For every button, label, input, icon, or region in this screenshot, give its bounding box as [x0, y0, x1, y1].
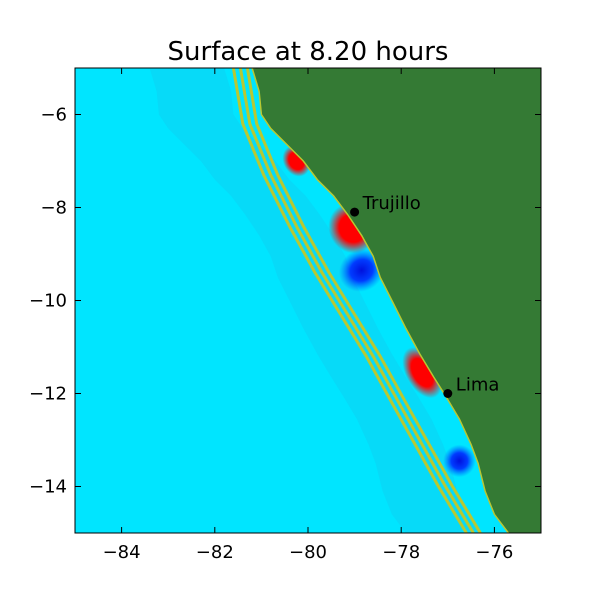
y-tick-label: −10: [29, 291, 67, 312]
city-label-lima: Lima: [456, 375, 500, 396]
y-tick-label: −8: [40, 198, 67, 219]
city-label-trujillo: Trujillo: [362, 193, 421, 214]
plot-area: [75, 68, 541, 533]
ocean-shade-band: [149, 68, 481, 533]
x-tick-label: −76: [475, 542, 513, 563]
y-tick-label: −14: [29, 477, 67, 498]
y-axis: −6 −8 −10 −12 −14: [29, 105, 541, 498]
negative-anomaly-5: [443, 444, 476, 478]
city-marker-trujillo: [350, 207, 360, 217]
x-tick-label: −82: [196, 542, 234, 563]
shelf-contour-3: [245, 68, 482, 533]
chart-title: Surface at 8.20 hours: [168, 37, 449, 67]
city-marker-lima: [443, 389, 453, 398]
shelf-contour-1: [231, 68, 468, 533]
x-axis: −84 −82 −80 −78 −76: [103, 68, 513, 563]
ocean-shading: [149, 68, 481, 533]
x-tick-label: −80: [289, 542, 327, 563]
x-tick-label: −78: [382, 542, 420, 563]
y-tick-label: −12: [29, 384, 67, 405]
shelf-contour-layer: [231, 68, 482, 533]
shelf-contour-2: [238, 68, 475, 533]
x-tick-label: −84: [103, 542, 141, 563]
city-markers: Trujillo Lima: [350, 193, 499, 398]
y-tick-label: −6: [40, 105, 67, 126]
negative-anomaly-3: [338, 248, 385, 292]
land-area: [251, 68, 541, 533]
